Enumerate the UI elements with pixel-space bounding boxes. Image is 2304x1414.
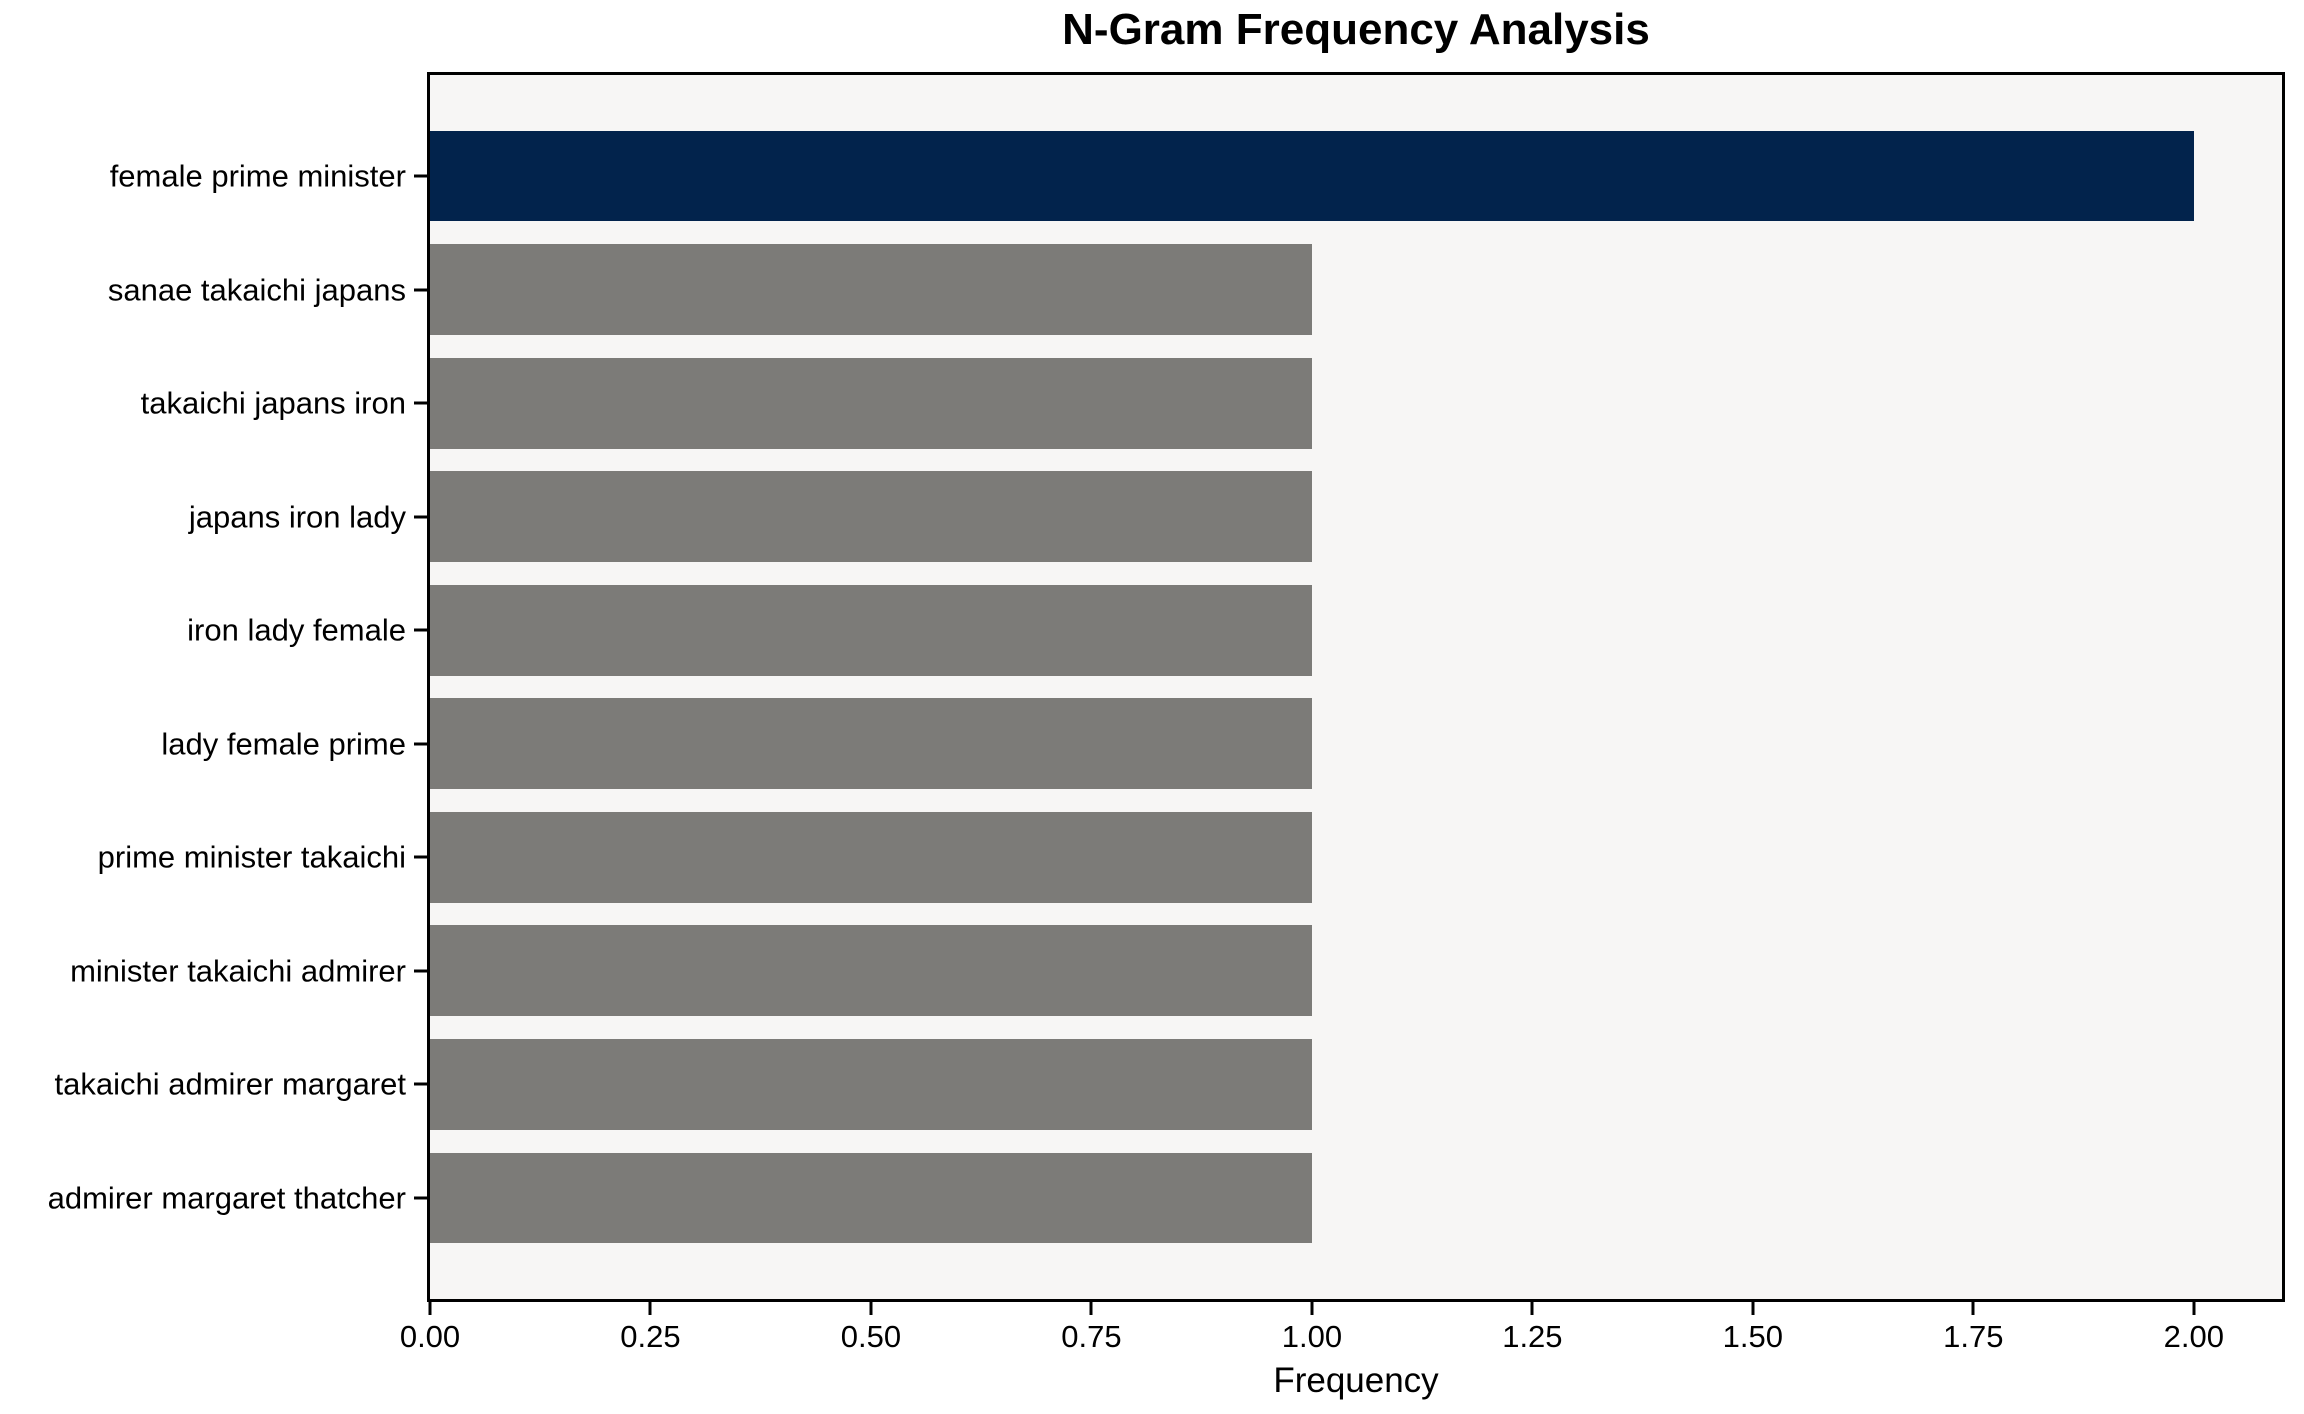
x-tick-mark (1530, 1302, 1534, 1315)
x-tick-mark (1310, 1302, 1314, 1315)
x-tick-mark (869, 1302, 873, 1315)
x-tick-label: 1.50 (1722, 1319, 1784, 1354)
bar-takaichi-admirer-margaret (430, 1038, 1312, 1130)
x-tick-label: 1.75 (1943, 1319, 2004, 1354)
x-tick-mark (648, 1302, 652, 1315)
plot-area (427, 72, 2285, 1302)
y-tick-label: takaichi japans iron (140, 385, 406, 421)
y-axis: female prime minister sanae takaichi japa… (0, 75, 427, 1299)
x-tick-label: 1.00 (1281, 1319, 1343, 1354)
x-tick-label: 0.00 (399, 1319, 461, 1354)
y-tick-label: iron lady female (187, 612, 406, 648)
x-axis-label: Frequency (1273, 1361, 1439, 1400)
y-tick-label: sanae takaichi japans (107, 272, 406, 308)
x-tick-label: 0.50 (840, 1319, 902, 1354)
chart-title: N-Gram Frequency Analysis (1062, 5, 1650, 54)
x-tick-mark (2192, 1302, 2196, 1315)
y-tick-mark (414, 1082, 427, 1086)
y-tick-mark (414, 288, 427, 292)
y-tick-mark (414, 1196, 427, 1200)
x-tick-mark (1751, 1302, 1755, 1315)
y-tick-label: japans iron lady (188, 499, 406, 535)
bar-female-prime-minister (430, 130, 2194, 222)
y-tick-label: prime minister takaichi (97, 839, 406, 875)
x-tick-mark (1971, 1302, 1975, 1315)
x-tick-mark (1089, 1302, 1093, 1315)
y-tick-label: lady female prime (161, 726, 406, 762)
y-tick-label: admirer margaret thatcher (47, 1180, 406, 1216)
bar-japans-iron-lady (430, 471, 1312, 563)
y-tick-label: minister takaichi admirer (70, 953, 406, 989)
bar-sanae-takaichi-japans (430, 244, 1312, 335)
x-axis: 0.00 0.25 0.50 0.75 1.00 1.25 1.50 1.75 2.00 (400, 1302, 2282, 1402)
y-tick-label: takaichi admirer margaret (54, 1066, 406, 1102)
x-tick-label: 0.25 (620, 1319, 681, 1354)
y-tick-mark (414, 401, 427, 405)
bar-prime-minister-takaichi (430, 811, 1312, 903)
bar-minister-takaichi-admirer (430, 925, 1312, 1017)
bars-container (430, 75, 2282, 1299)
bar-lady-female-prime (430, 698, 1312, 790)
y-tick-mark (414, 855, 427, 859)
bar-takaichi-japans-iron (430, 357, 1312, 449)
bar-iron-lady-female (430, 584, 1312, 676)
x-tick-mark (428, 1302, 432, 1315)
y-tick-mark (414, 969, 427, 973)
y-tick-mark (414, 515, 427, 519)
x-tick-label: 1.25 (1502, 1319, 1563, 1354)
y-tick-mark (414, 742, 427, 746)
x-tick-label: 2.00 (2163, 1319, 2224, 1354)
y-tick-mark (414, 628, 427, 632)
x-tick-label: 0.75 (1061, 1319, 1122, 1354)
y-tick-mark (414, 174, 427, 178)
y-tick-label: female prime minister (109, 158, 406, 194)
bar-admirer-margaret-thatcher (430, 1152, 1312, 1244)
